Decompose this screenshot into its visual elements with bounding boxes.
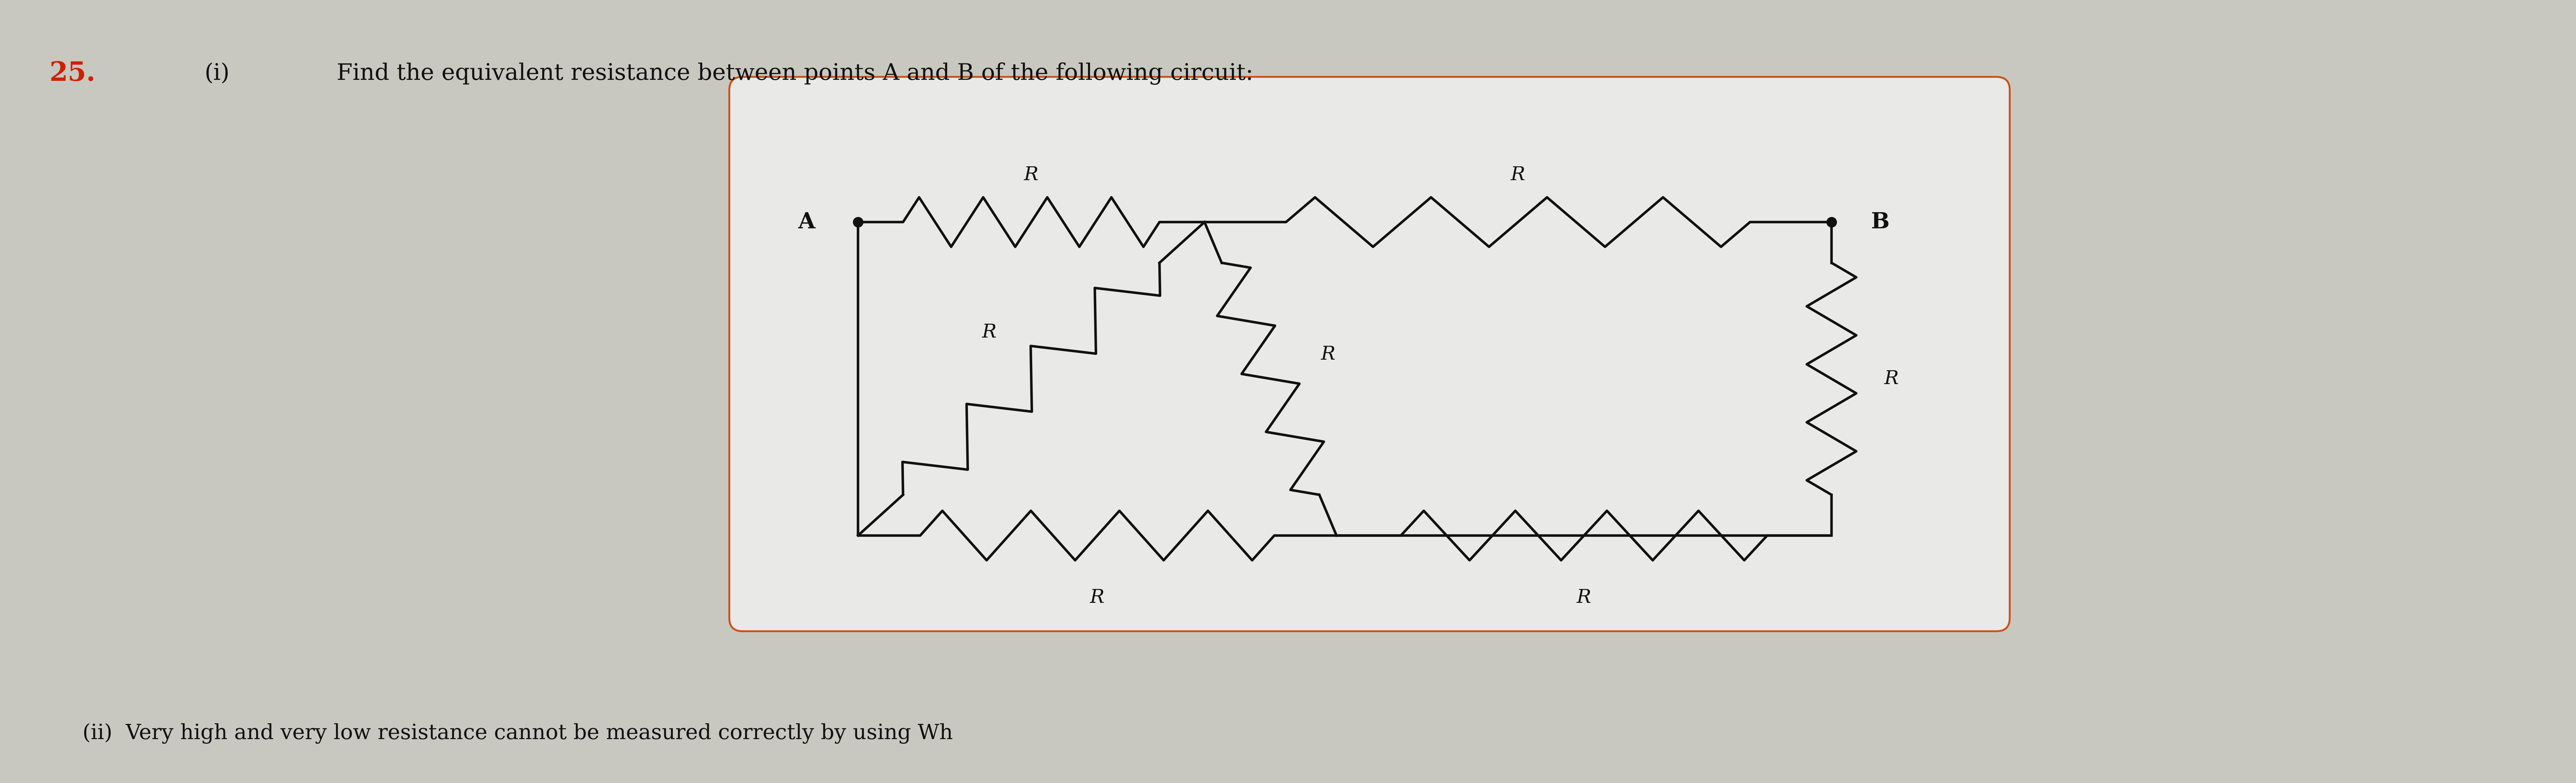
Text: R: R — [1883, 370, 1899, 388]
Text: R: R — [1023, 165, 1038, 184]
Text: B: B — [1870, 211, 1888, 233]
Text: 25.: 25. — [49, 61, 95, 86]
Text: R: R — [1090, 588, 1105, 607]
Text: R: R — [1577, 588, 1592, 607]
Text: (i): (i) — [204, 63, 229, 85]
Text: Find the equivalent resistance between points A and B of the following circuit:: Find the equivalent resistance between p… — [337, 63, 1252, 85]
FancyBboxPatch shape — [729, 77, 2009, 631]
Text: (ii)  Very high and very low resistance cannot be measured correctly by using Wh: (ii) Very high and very low resistance c… — [82, 723, 953, 744]
Text: R: R — [1321, 345, 1334, 364]
Text: R: R — [1510, 165, 1525, 184]
Text: A: A — [799, 211, 814, 233]
Text: R: R — [981, 323, 997, 341]
